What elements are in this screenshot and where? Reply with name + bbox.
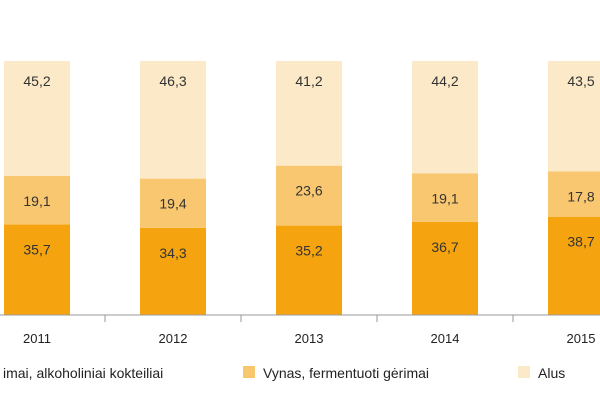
bar-2011-series-0 xyxy=(4,224,70,315)
value-labels-group: 35,7 19,1 45,2 34,3 19,4 46,3 35,2 23,6 41,2 36,7… xyxy=(23,73,594,261)
value-label-2012-series-2: 46,3 xyxy=(159,73,186,89)
value-label-2013-series-0: 35,2 xyxy=(295,243,322,259)
value-label-2013-series-1: 23,6 xyxy=(295,183,322,199)
x-ticks-group: 2011 2012 2013 2014 2015 xyxy=(23,315,595,346)
value-label-2011-series-0: 35,7 xyxy=(23,241,50,257)
value-label-2015-series-1: 17,8 xyxy=(567,188,594,204)
bar-2012-series-1 xyxy=(140,178,206,228)
legend-label-0: imai, alkoholiniai kokteiliai xyxy=(3,365,163,381)
legend-label-1: Vynas, fermentuoti gėrimai xyxy=(263,365,429,381)
bar-2013-series-2 xyxy=(276,61,342,166)
bar-2014-series-0 xyxy=(412,221,478,315)
x-tick-2015: 2015 xyxy=(567,331,596,346)
value-label-2012-series-0: 34,3 xyxy=(159,245,186,261)
value-label-2013-series-2: 41,2 xyxy=(295,73,322,89)
bar-2011-series-2 xyxy=(4,61,70,176)
value-label-2014-series-0: 36,7 xyxy=(431,239,458,255)
bars-group xyxy=(4,61,600,315)
legend-swatch-1 xyxy=(243,366,255,378)
legend-label-2: Alus xyxy=(538,365,565,381)
x-tick-2012: 2012 xyxy=(159,331,188,346)
bar-2012-series-0 xyxy=(140,227,206,315)
x-tick-2014: 2014 xyxy=(431,331,460,346)
bar-2014-series-1 xyxy=(412,173,478,222)
x-tick-2011: 2011 xyxy=(23,331,51,346)
value-label-2011-series-2: 45,2 xyxy=(23,73,50,89)
value-label-2015-series-2: 43,5 xyxy=(567,73,594,89)
bar-2015-series-1 xyxy=(548,171,600,217)
x-tick-2013: 2013 xyxy=(295,331,324,346)
legend: imai, alkoholiniai kokteiliai Vynas, ferm… xyxy=(3,365,565,381)
bar-2011-series-1 xyxy=(4,175,70,225)
bar-2013-series-1 xyxy=(276,165,342,226)
bar-2012-series-2 xyxy=(140,61,206,179)
bar-2014-series-2 xyxy=(412,61,478,174)
value-label-2012-series-1: 19,4 xyxy=(159,196,186,212)
value-label-2014-series-2: 44,2 xyxy=(431,73,458,89)
bar-2015-series-0 xyxy=(548,216,600,315)
value-label-2011-series-1: 19,1 xyxy=(23,193,50,209)
legend-swatch-2 xyxy=(518,366,530,378)
bar-2013-series-0 xyxy=(276,225,342,315)
bar-2015-series-2 xyxy=(548,61,600,172)
value-label-2015-series-0: 38,7 xyxy=(567,234,594,250)
value-label-2014-series-1: 19,1 xyxy=(431,190,458,206)
